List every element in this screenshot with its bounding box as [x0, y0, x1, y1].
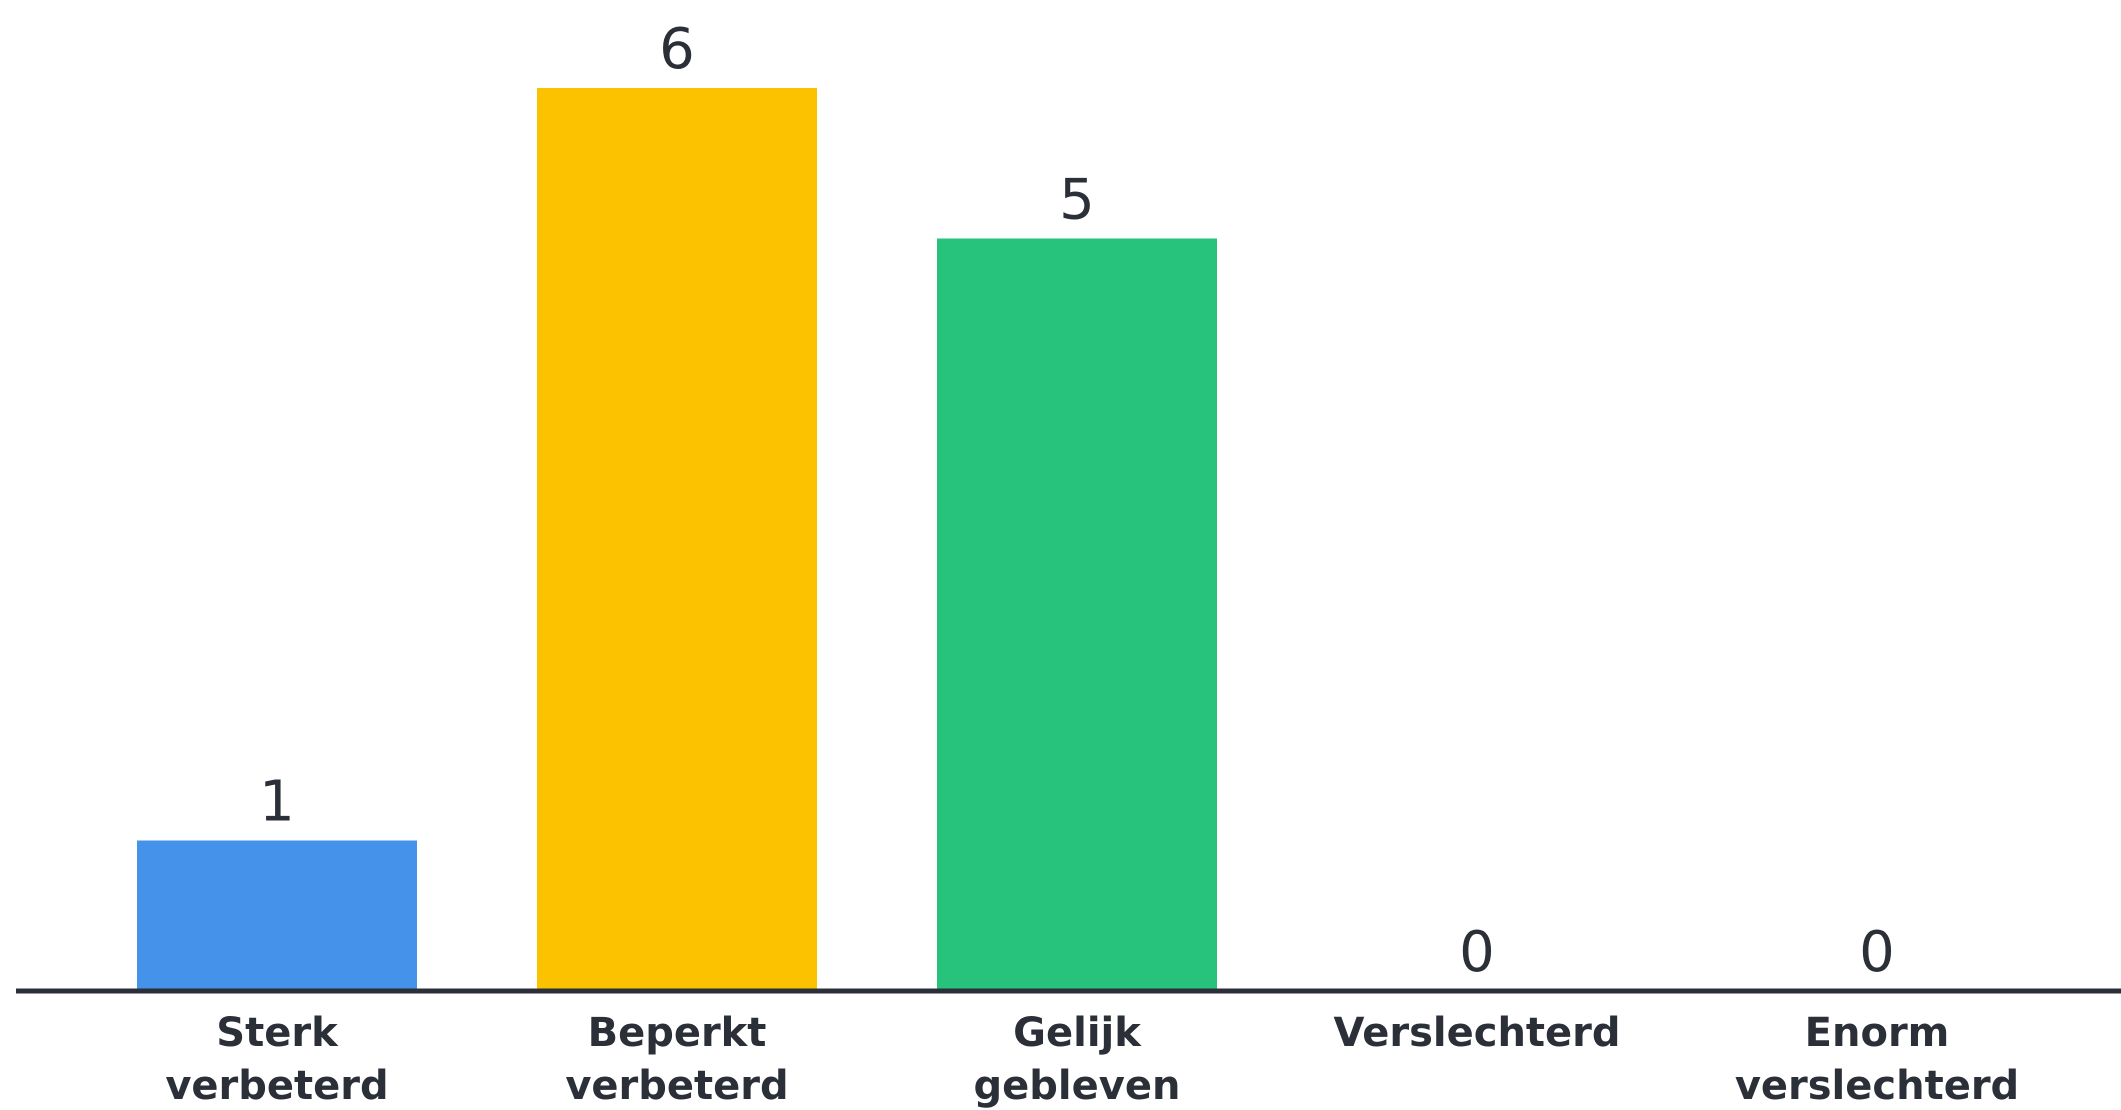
category-label-line: Enorm — [1805, 1010, 1950, 1056]
value-label-verslechterd: 0 — [1459, 920, 1495, 985]
category-label-line: verbeterd — [165, 1063, 388, 1109]
bar-gelijk-gebleven — [937, 238, 1217, 991]
value-label-beperkt-verbeterd: 6 — [659, 17, 695, 82]
bar-sterk-verbeterd — [137, 840, 417, 991]
category-label-line: verslechterd — [1735, 1063, 2019, 1109]
category-label-enorm-verslechterd: Enorm verslechterd — [1735, 1010, 2019, 1109]
value-label-sterk-verbeterd: 1 — [259, 770, 295, 835]
value-label-gelijk-gebleven: 5 — [1059, 168, 1095, 233]
category-label-line: Sterk — [216, 1010, 339, 1056]
bars-layer — [137, 88, 1217, 991]
category-label-line: verbeterd — [565, 1063, 788, 1109]
value-label-enorm-verslechterd: 0 — [1859, 920, 1895, 985]
category-label-gelijk-gebleven: Gelijk gebleven — [974, 1010, 1181, 1109]
category-label-line: Beperkt — [588, 1010, 767, 1056]
category-label-beperkt-verbeterd: Beperkt verbeterd — [565, 1010, 788, 1109]
category-label-verslechterd: Verslechterd — [1333, 1010, 1620, 1056]
bar-beperkt-verbeterd — [537, 88, 817, 991]
category-label-line: gebleven — [974, 1063, 1181, 1109]
category-label-line: Gelijk — [1013, 1010, 1142, 1056]
value-labels-layer: 1 6 5 0 0 — [259, 17, 1895, 985]
category-label-sterk-verbeterd: Sterk verbeterd — [165, 1010, 388, 1109]
category-label-line: Verslechterd — [1333, 1010, 1620, 1056]
category-labels-layer: Sterk verbeterd Beperkt verbeterd Gelijk gebl… — [165, 1010, 2019, 1109]
